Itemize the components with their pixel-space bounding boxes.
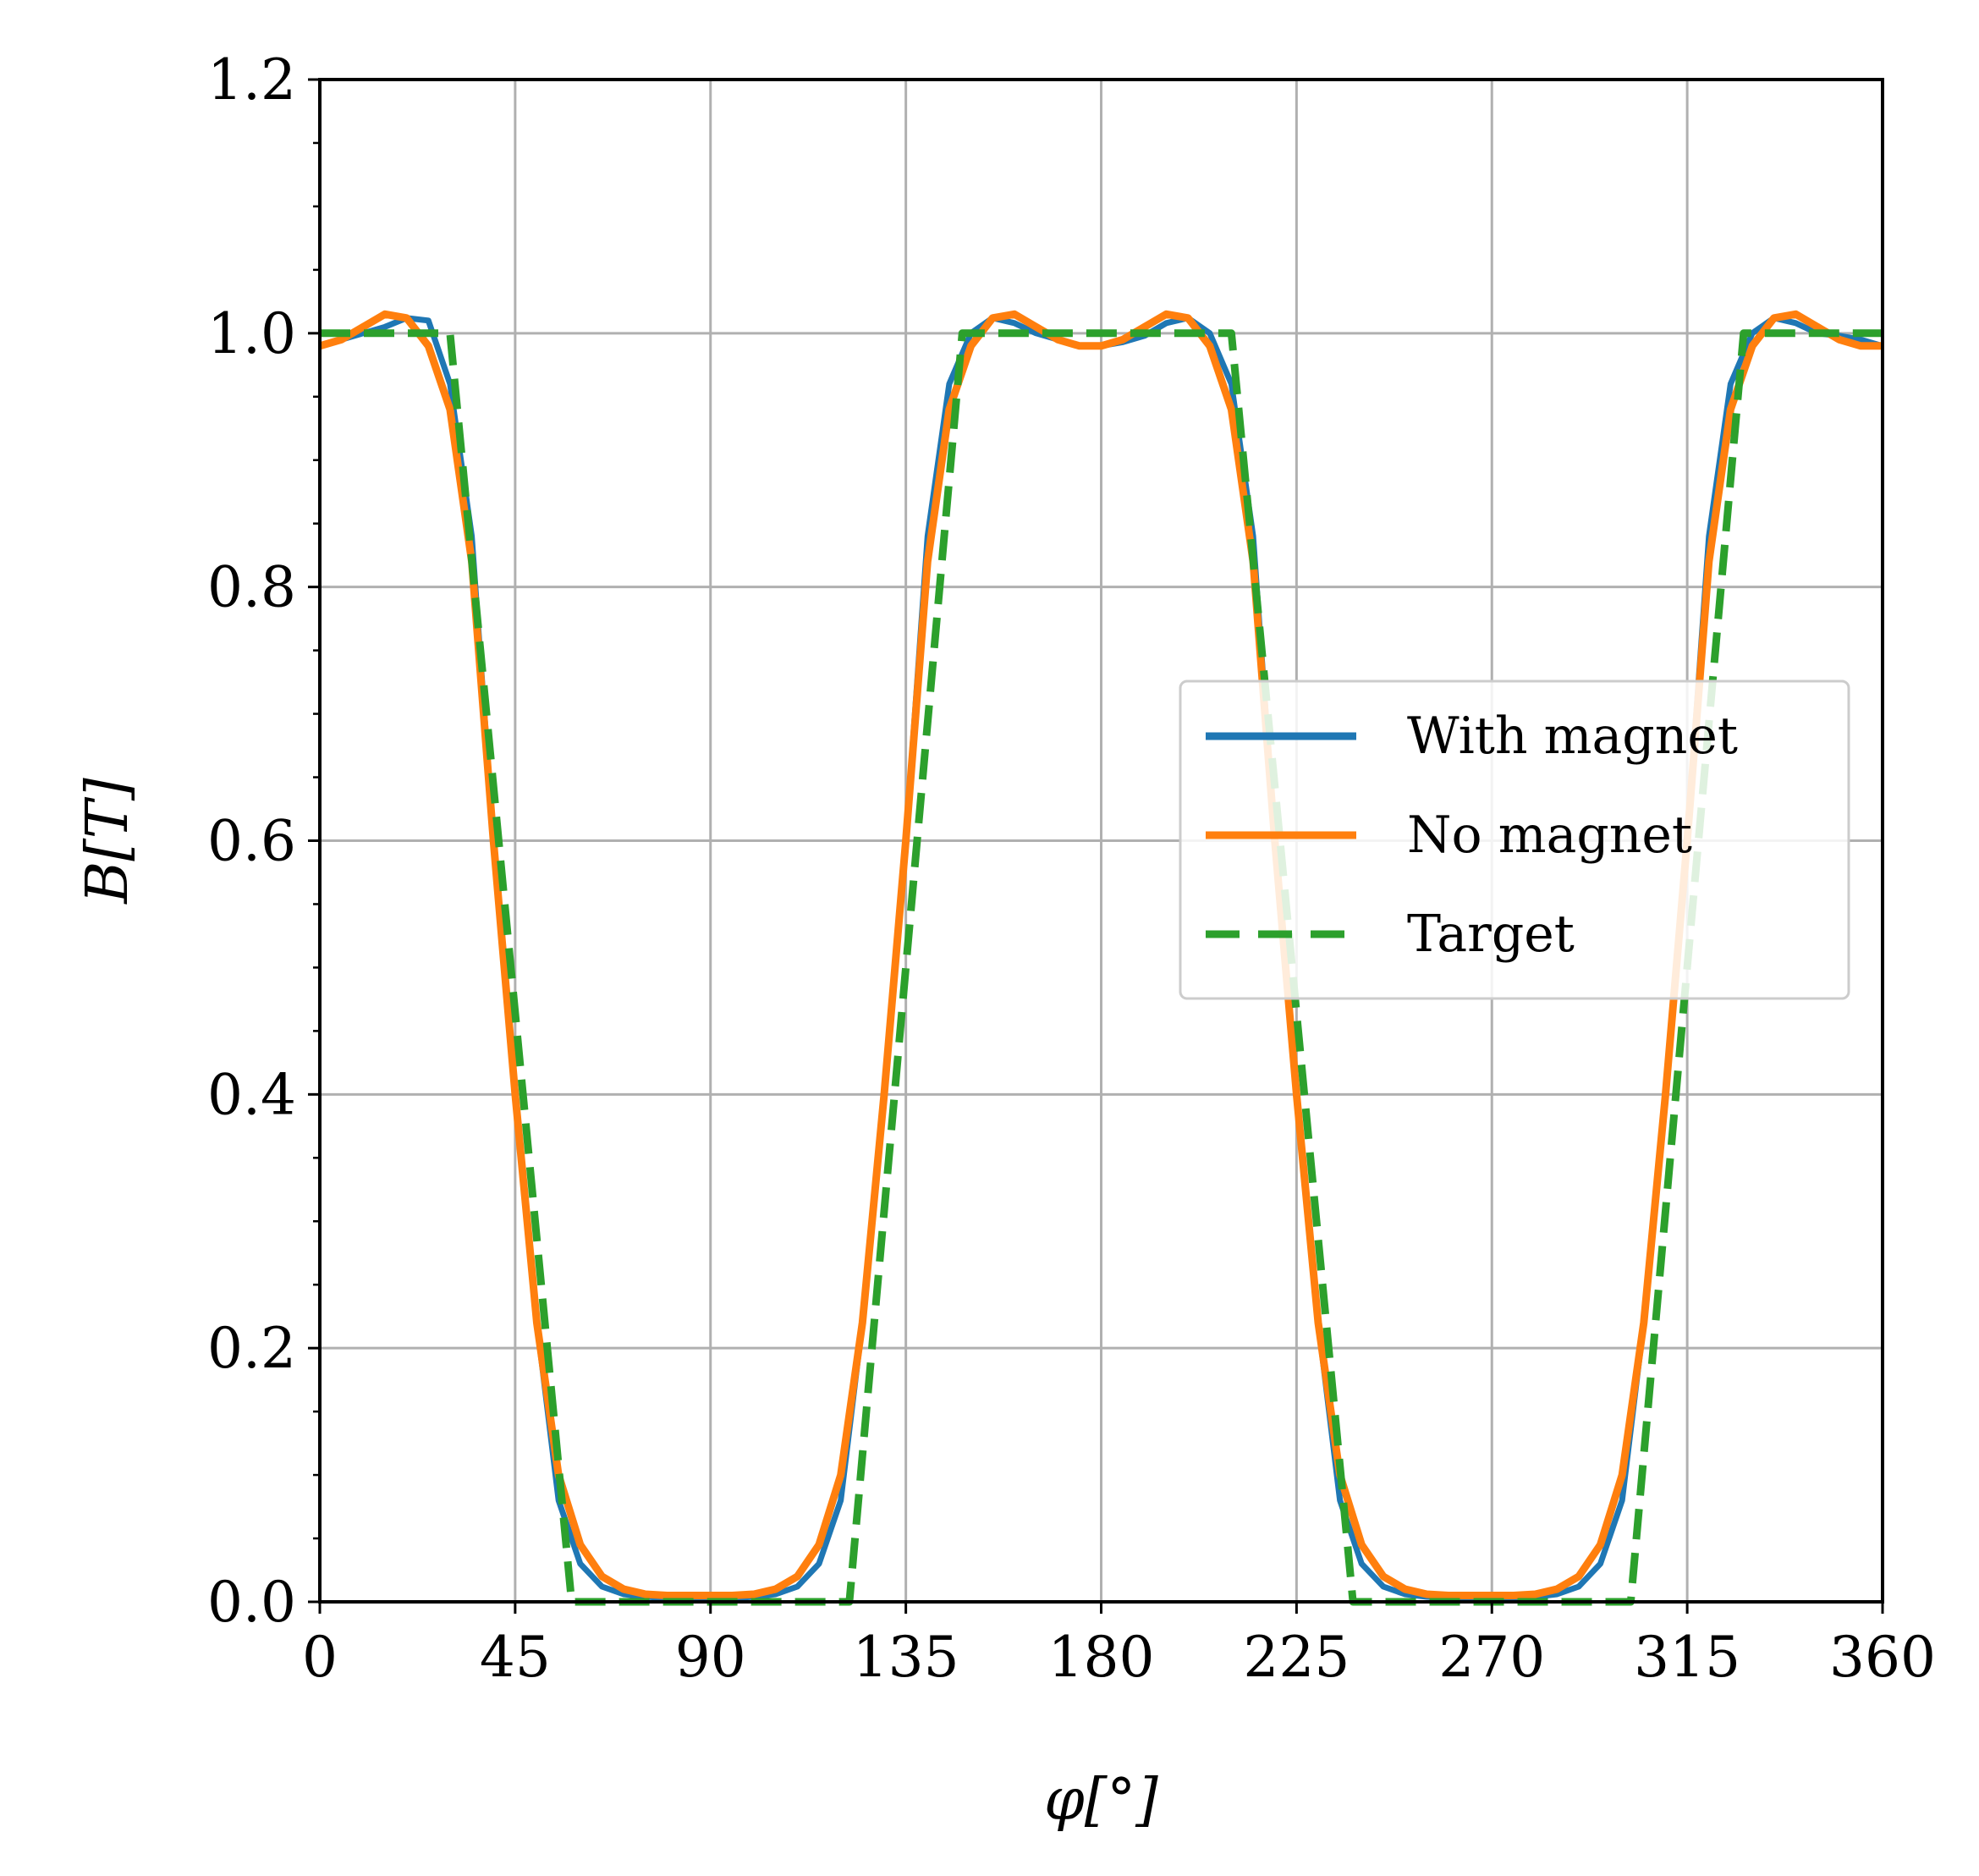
series-line-no-magnet <box>318 310 1883 1599</box>
legend: With magnet No magnet Target <box>1179 679 1850 1000</box>
x-axis-label: φ[°] <box>1044 1767 1158 1834</box>
y-tick-label: 0.6 <box>207 809 296 874</box>
y-tick-label: 0.8 <box>207 555 296 620</box>
y-tick-label: 1.2 <box>207 47 296 113</box>
x-tick-label: 225 <box>1243 1625 1350 1690</box>
x-tick-label: 270 <box>1438 1625 1545 1690</box>
y-tick-label: 0.0 <box>207 1570 296 1635</box>
y-tick-label: 1.0 <box>207 301 296 366</box>
x-tick-label: 90 <box>675 1625 746 1690</box>
y-axis-label: B[T] <box>74 778 141 905</box>
y-tick-label: 0.2 <box>207 1316 296 1381</box>
ticks <box>308 78 1884 1614</box>
y-tick-label: 0.4 <box>207 1062 296 1127</box>
x-tick-label: 360 <box>1829 1625 1936 1690</box>
legend-label-no-magnet: No magnet <box>1407 806 1692 865</box>
x-tick-label: 0 <box>302 1625 338 1690</box>
x-tick-label: 180 <box>1048 1625 1155 1690</box>
x-tick-label: 135 <box>853 1625 959 1690</box>
legend-label-target: Target <box>1407 905 1575 964</box>
x-tick-label: 45 <box>480 1625 551 1690</box>
legend-box <box>1179 679 1850 1000</box>
x-tick-label: 315 <box>1634 1625 1740 1690</box>
legend-label-with-magnet: With magnet <box>1407 707 1738 766</box>
tick-labels: 0 45 90 135 180 225 270 315 360 0.0 0.2 0.4 0.6 0.8 1.… <box>207 47 1936 1690</box>
